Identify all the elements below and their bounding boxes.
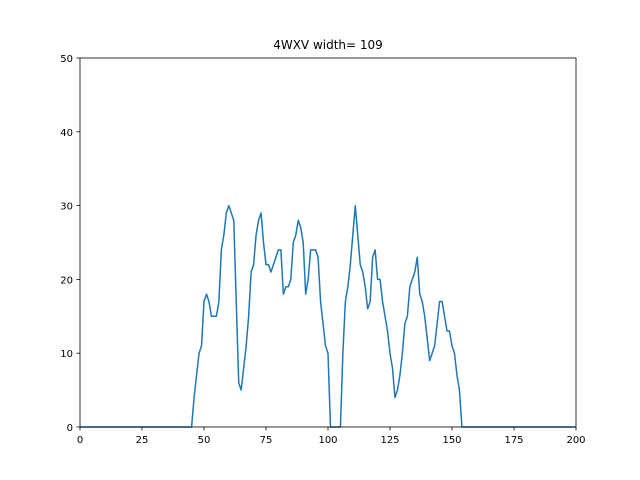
x-tick-label: 175 — [504, 435, 523, 446]
line — [80, 204, 576, 428]
x-tick-label: 100 — [318, 435, 337, 446]
x-tick-label: 50 — [198, 435, 211, 446]
y-tick-label: 10 — [60, 349, 73, 360]
y-tick-label: 30 — [60, 202, 73, 213]
x-tick-label: 125 — [380, 435, 399, 446]
x-tick-label: 150 — [442, 435, 461, 446]
x-tick-label: 75 — [260, 435, 273, 446]
x-tick-label: 200 — [566, 435, 585, 446]
chart-title: 4WXV width= 109 — [273, 38, 383, 52]
x-tick-label: 0 — [77, 435, 83, 446]
y-tick-label: 20 — [60, 275, 73, 286]
y-tick-label: 0 — [67, 423, 73, 434]
y-tick-label: 40 — [60, 128, 73, 139]
axes-frame — [79, 57, 577, 428]
x-tick-label: 25 — [136, 435, 149, 446]
y-tick-label: 50 — [60, 54, 73, 65]
